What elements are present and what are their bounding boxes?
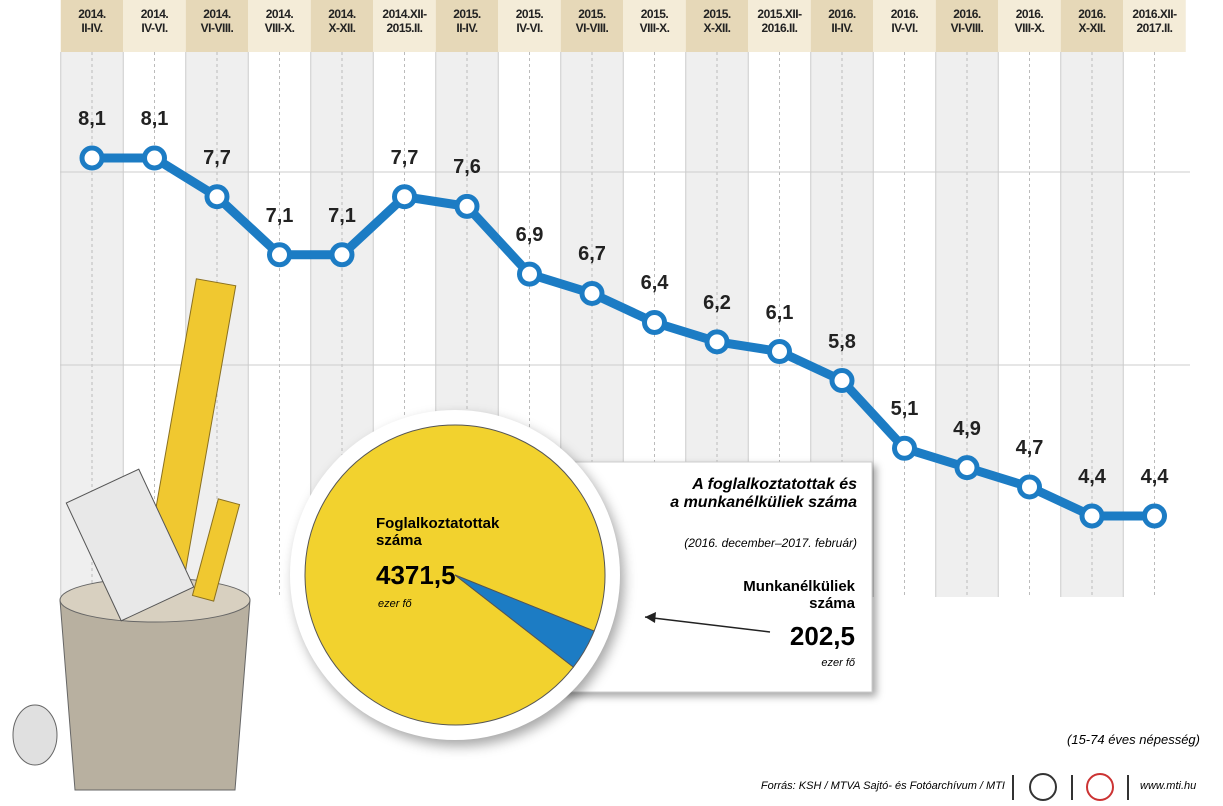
point [145, 148, 165, 168]
point [395, 187, 415, 207]
value-label: 8,1 [125, 108, 185, 131]
source: Forrás: KSH / MTVA Sajtó- és Fotóarchívu… [640, 780, 1005, 793]
slice-name: Foglalkoztatottak száma [376, 515, 499, 550]
value-label: 5,8 [812, 331, 872, 354]
logo [1030, 774, 1056, 800]
value-label: 4,4 [1062, 466, 1122, 489]
value-label: 4,4 [1125, 466, 1185, 489]
x-tick-label: 2015. II-IV. [436, 8, 498, 36]
value-label: 7,7 [375, 147, 435, 170]
x-tick-label: 2015. VIII-X. [624, 8, 686, 36]
value-label: 5,1 [875, 398, 935, 421]
point [895, 438, 915, 458]
x-tick-label: 2014. VIII-X. [249, 8, 311, 36]
x-tick-label: 2015. IV-VI. [499, 8, 561, 36]
logos [1013, 774, 1128, 800]
point [645, 312, 665, 332]
pie-title: A foglalkoztatottak és a munkanélküliek … [575, 476, 857, 513]
x-tick-label: 2014. II-IV. [61, 8, 123, 36]
point [1020, 477, 1040, 497]
value-label: 7,6 [437, 156, 497, 179]
x-tick-label: 2014. IV-VI. [124, 8, 186, 36]
bucket [60, 600, 250, 790]
value-label: 4,7 [1000, 437, 1060, 460]
value-label: 6,4 [625, 272, 685, 295]
point [1145, 506, 1165, 526]
value-label: 8,1 [62, 108, 122, 131]
point [270, 245, 290, 265]
x-tick-label: 2016. X-XII. [1061, 8, 1123, 36]
value-label: 7,7 [187, 147, 247, 170]
x-tick-label: 2014.XII- 2015.II. [374, 8, 436, 36]
slice-value-label: 4371,5 [376, 561, 456, 591]
mouse [13, 705, 57, 765]
value-label: 7,1 [250, 205, 310, 228]
value-label: 4,9 [937, 418, 997, 441]
point [332, 245, 352, 265]
point [582, 283, 602, 303]
value-label: 6,9 [500, 224, 560, 247]
x-tick-label: 2015.XII- 2016.II. [749, 8, 811, 36]
x-tick-label: 2016. IV-VI. [874, 8, 936, 36]
value-label: 6,7 [562, 243, 622, 266]
website: www.mti.hu [1140, 780, 1196, 793]
x-tick-label: 2015. X-XII. [686, 8, 748, 36]
point [770, 342, 790, 362]
pie-subtitle: (2016. december–2017. február) [575, 537, 857, 551]
x-tick-label: 2016.XII- 2017.II. [1124, 8, 1186, 36]
value-label: 6,2 [687, 292, 747, 315]
x-tick-label: 2016. VIII-X. [999, 8, 1061, 36]
logo [1087, 774, 1113, 800]
point [82, 148, 102, 168]
value-label: 7,1 [312, 205, 372, 228]
slice-unit: ezer fő [378, 598, 412, 611]
infographic: A foglalkoztatottak és a munkanélküliek … [0, 0, 1223, 806]
point [1082, 506, 1102, 526]
point [957, 458, 977, 478]
value-label: 6,1 [750, 302, 810, 325]
point [207, 187, 227, 207]
point [707, 332, 727, 352]
x-tick-label: 2016. II-IV. [811, 8, 873, 36]
point [520, 264, 540, 284]
slice-unit: ezer fő [660, 657, 855, 670]
point [457, 196, 477, 216]
slice-name: Munkanélküliek száma [660, 578, 855, 613]
slice-value-label: 202,5 [660, 622, 855, 652]
x-tick-label: 2016. VI-VIII. [936, 8, 998, 36]
x-tick-label: 2014. X-XII. [311, 8, 373, 36]
population-note: (15-74 éves népesség) [960, 733, 1200, 748]
x-tick-label: 2015. VI-VIII. [561, 8, 623, 36]
point [832, 371, 852, 391]
x-tick-label: 2014. VI-VIII. [186, 8, 248, 36]
